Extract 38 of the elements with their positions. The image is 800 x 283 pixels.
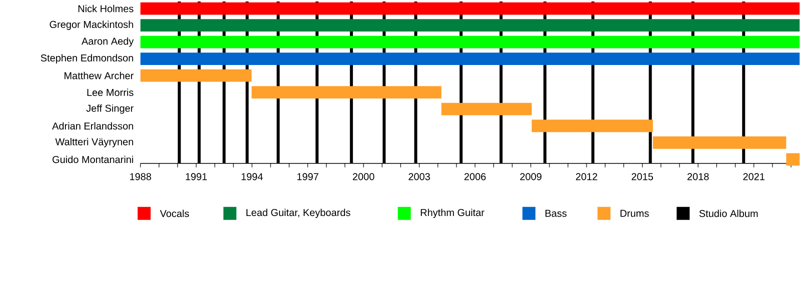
x-tick-label: 1994 xyxy=(242,172,263,180)
y-tick-label: Aaron Aedy xyxy=(82,37,134,47)
x-tick-label: 2003 xyxy=(408,172,430,180)
bar xyxy=(441,102,532,116)
x-tick-label: 2012 xyxy=(576,172,598,180)
legend-label: Bass xyxy=(546,210,567,217)
legend-label: Vocals xyxy=(160,210,189,217)
bar xyxy=(140,18,800,32)
bar xyxy=(652,136,786,149)
x-tick-label: 2006 xyxy=(464,172,486,180)
legend-label: Drums xyxy=(620,210,649,217)
bar xyxy=(252,86,442,98)
bar xyxy=(140,2,800,15)
y-tick-label: Waltteri Väyrynen xyxy=(55,138,134,148)
x-tick-label: 2018 xyxy=(687,172,709,180)
bar xyxy=(140,36,800,48)
y-tick-label: Matthew Archer xyxy=(64,72,134,80)
x-tick-label: 2021 xyxy=(743,172,764,180)
bar xyxy=(140,69,252,82)
bar xyxy=(140,52,800,65)
legend-label: Studio Album xyxy=(699,210,758,217)
y-tick-label: Lee Morris xyxy=(87,88,134,96)
legend-label: Lead Guitar, Keyboards xyxy=(246,208,350,218)
x-tick-label: 1997 xyxy=(297,172,318,180)
y-tick-label: Gregor Mackintosh xyxy=(50,20,134,30)
y-tick-label: Jeff Singer xyxy=(86,104,134,114)
x-tick-label: 2000 xyxy=(352,172,374,180)
bar xyxy=(786,153,800,166)
y-tick-label: Guido Montanarini xyxy=(52,156,134,163)
y-tick-label: Nick Holmes xyxy=(78,4,134,12)
y-tick-label: Adrian Erlandsson xyxy=(52,122,134,130)
x-tick-label: 1988 xyxy=(130,172,152,180)
x-tick-label: 1991 xyxy=(186,172,207,180)
x-tick-label: 2009 xyxy=(520,172,542,180)
x-tick-label: 2015 xyxy=(632,172,654,180)
y-tick-label: Stephen Edmondson xyxy=(40,54,134,64)
bar xyxy=(532,119,653,132)
legend-label: Rhythm Guitar xyxy=(420,208,484,218)
